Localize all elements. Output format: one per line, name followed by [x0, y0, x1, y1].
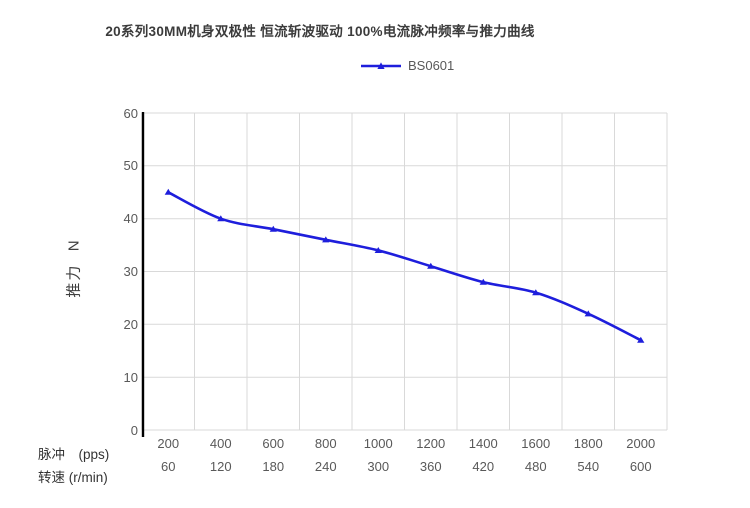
x-tick-rmin: 180 — [262, 459, 285, 474]
x-tick-rmin: 540 — [577, 459, 600, 474]
y-tick-label: 10 — [123, 369, 138, 385]
y-tick-label: 20 — [123, 316, 138, 332]
chart-title: 20系列30MM机身双极性 恒流斩波驱动 100%电流脉冲频率与推力曲线 — [105, 24, 535, 39]
x-tick-pps: 200 — [157, 436, 180, 451]
x-tick-rmin: 480 — [524, 459, 547, 474]
x-tick-rmin: 300 — [367, 459, 390, 474]
x-axis-row1-label: 脉冲 (pps) — [38, 447, 110, 462]
x-tick-rmin: 60 — [161, 459, 176, 474]
x-tick-rmin: 420 — [472, 459, 495, 474]
x-tick-pps: 1600 — [521, 436, 551, 451]
y-tick-label: 40 — [123, 211, 138, 227]
x-axis-row2-label: 转速 (r/min) — [38, 470, 108, 485]
legend-line-marker-icon — [361, 61, 401, 69]
x-tick-pps: 1400 — [468, 436, 498, 451]
y-tick-label: 0 — [130, 422, 138, 438]
x-tick-rmin: 600 — [629, 459, 652, 474]
x-tick-pps: 600 — [262, 436, 285, 451]
legend: BS0601 — [361, 58, 454, 73]
x-tick-rmin: 120 — [209, 459, 232, 474]
y-tick-label: 30 — [123, 264, 138, 279]
x-tick-pps: 800 — [314, 436, 337, 451]
x-tick-pps: 400 — [209, 436, 232, 451]
x-tick-pps: 1800 — [573, 436, 603, 451]
x-tick-rmin: 360 — [419, 459, 442, 474]
y-tick-label: 50 — [123, 158, 138, 174]
x-tick-pps: 1200 — [416, 436, 446, 451]
x-tick-pps: 1000 — [363, 436, 393, 451]
y-tick-label: 60 — [123, 105, 138, 121]
x-tick-pps: 2000 — [626, 436, 656, 451]
legend-label: BS0601 — [408, 58, 455, 73]
x-tick-rmin: 240 — [314, 459, 337, 474]
